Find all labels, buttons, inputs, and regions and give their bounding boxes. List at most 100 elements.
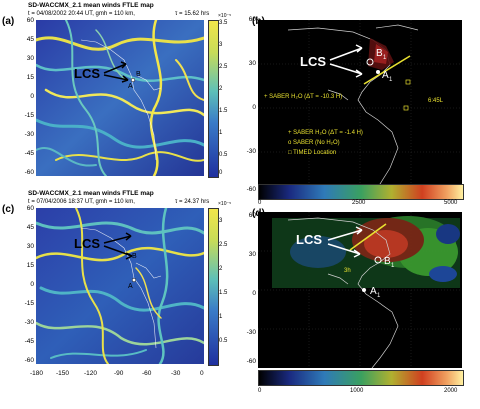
panel-a-marker-a-label: A (128, 83, 133, 90)
panel-b-ytick: -60 (246, 186, 256, 193)
panel-d-map: LCS B 1 A 1 3h (258, 212, 462, 368)
panel-b-cbtick: 2500 (352, 200, 366, 206)
panel-b-ytick: 0 (252, 104, 256, 111)
panel-d-ytick: -30 (246, 329, 256, 336)
panel-c-tau: τ = 24.37 hrs (175, 199, 210, 205)
panel-c-ytick: 45 (26, 224, 34, 231)
panel-c-ytick: 15 (26, 262, 34, 269)
panel-b-ytick: -30 (246, 148, 256, 155)
panel-c-xtick: -30 (171, 370, 181, 377)
panel-c-subtitle: t = 07/04/2006 18:37 UT, gmh = 110 km, (28, 199, 135, 205)
panel-d-lcs-text: LCS (296, 232, 322, 247)
panel-d-marker-b-sub: 1 (391, 263, 395, 269)
panel-c-ftle-map: LCS B A (36, 208, 204, 364)
panel-a-marker-b: B (136, 71, 141, 78)
panel-a-tau: τ = 15.62 hrs (175, 11, 210, 17)
panel-b-cut-line (363, 55, 411, 85)
panel-c-cbtick: 2 (219, 266, 223, 272)
panel-c-x-axis: -180 -150 -120 -90 -60 -30 0 (30, 370, 210, 380)
panel-c-ytick: 60 (26, 205, 34, 212)
panel-d-marker-b: B (384, 256, 391, 267)
panel-a-cbtick: 1.5 (219, 108, 228, 114)
panel-c-ytick: -30 (24, 319, 34, 326)
panel-c-marker-a: A (128, 283, 133, 290)
panel-c-cbtick: 3 (219, 218, 223, 224)
panel-a-cbar-exp: ×10⁻⁵ (218, 13, 232, 19)
panel-d-side-tag: 3h (344, 268, 351, 274)
panel-d-marker-a-sub: 1 (377, 293, 381, 299)
panel-a-marker-a (130, 77, 136, 83)
panel-c-xtick: -90 (114, 370, 124, 377)
panel-b-legend-top: + SABER H₂O (ΔT = -10.3 H) (264, 94, 342, 100)
panel-d-marker-a: A (370, 286, 377, 297)
panel-a-subtitle: t = 04/08/2002 20:44 UT, gmh = 110 km, (28, 11, 135, 17)
panel-b-legend-1: + SABER H₂O (ΔT = -1.4 H) (288, 130, 363, 136)
panel-a-ytick: 45 (26, 36, 34, 43)
panel-c-marker-b: B (132, 253, 137, 260)
panel-d-colorbar (258, 370, 464, 386)
panel-c-ytick: -45 (24, 338, 34, 345)
panel-b-marker-a: A (382, 70, 389, 81)
panel-a-cbtick: 1 (219, 130, 223, 136)
panel-c-cbtick: 1 (219, 314, 223, 320)
panel-b-colorbar (258, 184, 464, 200)
panel-b-map: LCS B 1 A 1 + SABER H₂O (ΔT = -10.3 H) 6… (258, 20, 462, 196)
panel-c-lcs-group: LCS B A (74, 232, 137, 290)
panel-c-cbtick: 0.5 (219, 338, 228, 344)
panel-b-lcs-text: LCS (300, 54, 326, 69)
panel-c-cbtick: 2.5 (219, 242, 228, 248)
panel-d-y-axis: 60 30 0 -30 -60 (234, 208, 256, 365)
panel-a-ytick: 60 (26, 17, 34, 24)
panel-b-cbtick: 0 (258, 200, 262, 206)
panel-a-ytick: 15 (26, 74, 34, 81)
panel-c-colorbar (208, 208, 219, 366)
panel-d-cbtick: 0 (258, 388, 262, 394)
panel-b-legend-2: o SABER (No H₂O) (288, 140, 340, 146)
panel-b-marker-a-sub: 1 (389, 77, 393, 83)
panel-b-ytick: 60 (248, 16, 256, 23)
panel-b-ytick: 30 (248, 60, 256, 67)
panel-a-lcs-group: LCS B A (74, 61, 141, 90)
panel-d-cbtick: 2000 (444, 388, 458, 394)
panel-b-time-tag: 6:45L (428, 98, 444, 104)
panel-a-ftle-map: LCS B A (36, 20, 204, 176)
panel-d-cut-line (349, 223, 387, 251)
panel-c-cbtick: 1.5 (219, 290, 228, 296)
panel-c-ytick: 0 (30, 281, 34, 288)
panel-a-ytick: 0 (30, 93, 34, 100)
panel-d-lcs-group: LCS B 1 A 1 (296, 226, 395, 299)
panel-a-cbar-ticks: 3.5 3 2.5 2 1.5 1 0.5 0 (219, 20, 233, 180)
panel-a-ytick: 30 (26, 55, 34, 62)
panel-a-cbtick: 3.5 (219, 20, 228, 26)
panel-c-xtick: -120 (84, 370, 98, 377)
panel-a-colorbar (208, 20, 219, 178)
panel-a-cbtick: 0.5 (219, 152, 228, 158)
panel-c-ytick: -15 (24, 300, 34, 307)
panel-c-y-axis: 60 45 30 15 0 -15 -30 -45 -60 (10, 205, 34, 370)
panel-b-marker-b: B (376, 48, 383, 59)
panel-c-xtick: -60 (142, 370, 152, 377)
panel-c-ytick: 30 (26, 243, 34, 250)
panel-a-y-axis: 60 45 30 15 0 -15 -30 -45 -60 (10, 17, 34, 182)
panel-c-label: (c) (2, 204, 15, 215)
panel-b-y-axis: 60 30 0 -30 -60 (234, 16, 256, 193)
panel-d-ytick: -60 (246, 358, 256, 365)
panel-c-title: SD-WACCMX_2.1 mean winds FTLE map (28, 190, 154, 197)
panel-c-ytick: -60 (24, 357, 34, 364)
panel-a-ytick: -30 (24, 131, 34, 138)
panel-a-cbtick: 0 (219, 170, 223, 176)
panel-d-ytick: 30 (248, 251, 256, 258)
panel-c-xtick: -180 (30, 370, 44, 377)
panel-d-ytick: 60 (248, 212, 256, 219)
panel-a-cbtick: 3 (219, 42, 223, 48)
panel-c-lcs-text: LCS (74, 236, 100, 251)
panel-c-xtick: 0 (200, 370, 204, 377)
panel-c-cbar-ticks: 3 2.5 2 1.5 1 0.5 (219, 208, 233, 368)
panel-d-ytick: 0 (252, 290, 256, 297)
panel-a-ytick: -45 (24, 150, 34, 157)
panel-a-ytick: -15 (24, 112, 34, 119)
panel-a-cbtick: 2.5 (219, 64, 228, 70)
panel-d-cbtick: 1000 (350, 388, 364, 394)
panel-b-legend-3: □ TIMED Location (288, 150, 336, 156)
panel-b-cbtick: 5000 (444, 200, 458, 206)
